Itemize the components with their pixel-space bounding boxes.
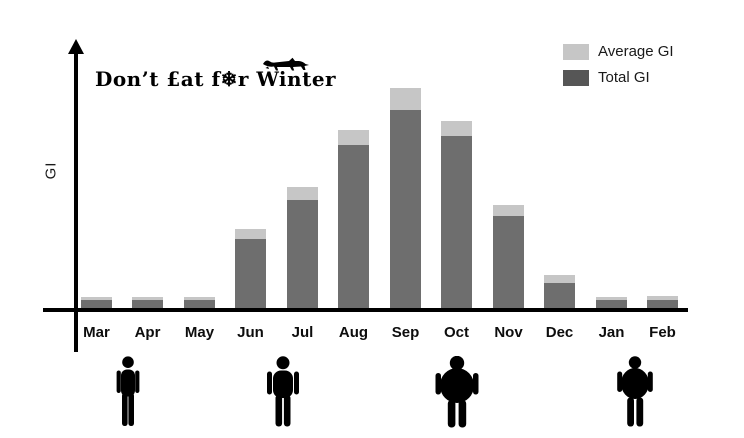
legend-item-total-gi: Total GI (563, 69, 674, 86)
bar-total-gi-may (184, 300, 215, 308)
y-axis-arrow-icon (68, 39, 84, 54)
bar-total-gi-sep (390, 110, 421, 308)
average-gi-swatch (563, 43, 589, 60)
logo: Don’t £at f❄r Winter (95, 57, 336, 93)
average-person-icon (267, 356, 299, 427)
bar-total-gi-jul (287, 200, 318, 308)
legend-item-average-gi: Average GI (563, 43, 674, 60)
total-gi-swatch (563, 69, 589, 86)
obese-person-icon (435, 356, 479, 428)
bar-total-gi-feb (647, 300, 678, 308)
x-tick-label-sep: Sep (391, 324, 420, 341)
x-tick-label-mar: Mar (83, 324, 110, 341)
x-tick-label-jun: Jun (237, 324, 264, 341)
bar-total-gi-dec (544, 283, 575, 308)
overweight-person-icon (617, 356, 653, 427)
bar-total-gi-apr (132, 300, 163, 308)
bar-total-gi-nov (493, 216, 524, 308)
x-tick-label-oct: Oct (443, 324, 469, 341)
x-tick-label-jul: Jul (291, 324, 314, 341)
x-axis-line (43, 308, 688, 312)
bar-total-gi-aug (338, 145, 369, 308)
bar-total-gi-oct (441, 136, 472, 308)
x-tick-label-jan: Jan (598, 324, 625, 341)
x-tick-label-dec: Dec (545, 324, 574, 341)
legend-label-total-gi: Total GI (598, 69, 650, 86)
bar-total-gi-jan (596, 300, 627, 308)
legend-label-average-gi: Average GI (598, 43, 674, 60)
bar-total-gi-mar (81, 300, 112, 308)
legend: Average GI Total GI (563, 43, 674, 95)
bar-total-gi-jun (235, 239, 266, 308)
thin-person-icon (116, 356, 140, 426)
x-tick-label-apr: Apr (134, 324, 161, 341)
y-axis-label: GI (42, 161, 60, 180)
x-tick-label-aug: Aug (338, 324, 369, 341)
y-axis-line (74, 52, 78, 352)
x-tick-label-nov: Nov (494, 324, 523, 341)
x-tick-label-may: May (184, 324, 215, 341)
x-tick-label-feb: Feb (649, 324, 676, 341)
logo-text: Don’t £at f❄r Winter (95, 67, 337, 91)
fox-icon (263, 57, 309, 71)
